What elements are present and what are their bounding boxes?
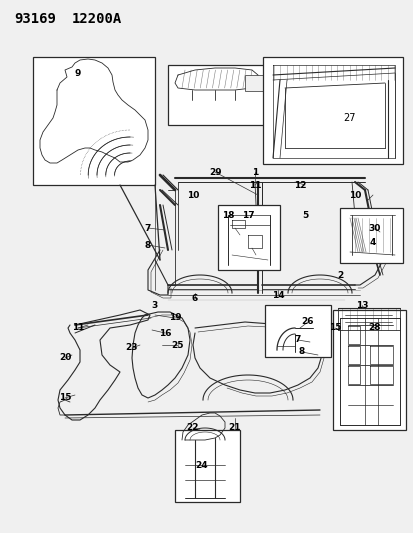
Text: 23: 23 [126,343,138,352]
Text: 15: 15 [59,393,71,402]
Text: 27: 27 [343,113,356,123]
Text: 10: 10 [186,190,199,199]
Text: 11: 11 [248,181,261,190]
Text: 28: 28 [368,324,380,333]
Text: 12200A: 12200A [72,12,122,26]
Text: 93169: 93169 [14,12,56,26]
Text: 8: 8 [145,240,151,249]
Bar [332,310,405,430]
Text: 18: 18 [221,211,234,220]
Text: 17: 17 [241,211,254,220]
Text: 13: 13 [355,301,367,310]
Text: 19: 19 [168,313,181,322]
Bar [33,57,154,185]
Bar [244,75,262,91]
Bar [264,305,330,357]
Text: 7: 7 [294,335,301,344]
Text: 11: 11 [71,324,84,333]
Bar [175,430,240,502]
Text: 20: 20 [59,353,71,362]
Text: 5: 5 [301,211,307,220]
Text: 26: 26 [301,318,313,327]
Text: 3: 3 [152,301,158,310]
Text: 21: 21 [228,424,241,432]
Text: 14: 14 [271,290,284,300]
Text: 1: 1 [251,167,257,176]
Text: 12: 12 [293,181,306,190]
Bar [218,205,279,270]
Text: 25: 25 [171,341,184,350]
Text: 30: 30 [368,223,380,232]
Text: 9: 9 [75,69,81,77]
Text: 7: 7 [145,223,151,232]
Text: 15: 15 [328,324,340,333]
Text: 4: 4 [369,238,375,246]
Bar [339,208,402,263]
Bar [168,65,264,125]
Text: 29: 29 [209,167,222,176]
Text: 2: 2 [336,271,342,279]
Text: 22: 22 [186,424,199,432]
Text: 24: 24 [195,461,208,470]
Text: 8: 8 [298,348,304,357]
Text: 16: 16 [158,328,171,337]
Bar [262,57,402,164]
Text: 6: 6 [191,294,198,303]
Text: 10: 10 [348,190,360,199]
